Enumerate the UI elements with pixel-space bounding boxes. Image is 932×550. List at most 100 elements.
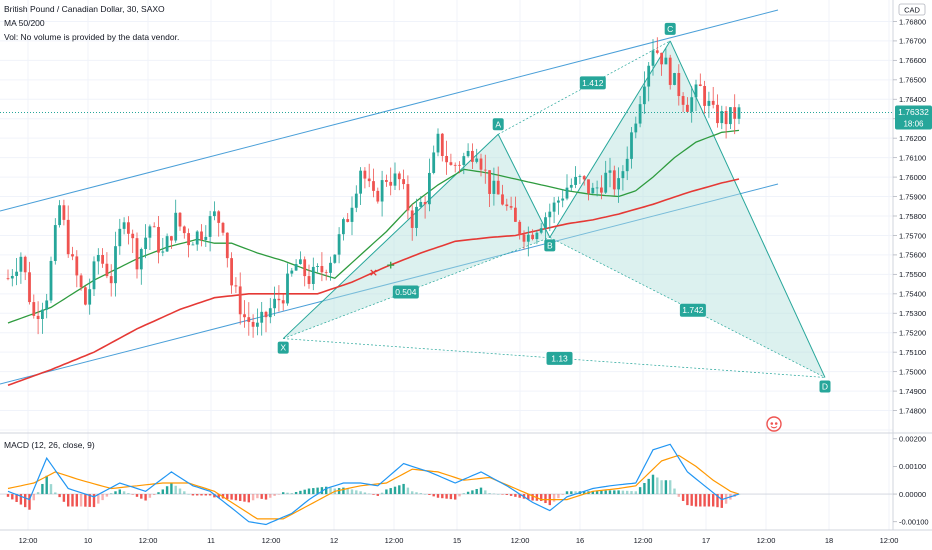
pattern-point-label: D — [822, 381, 828, 391]
volume-legend[interactable]: Vol: No volume is provided by the data v… — [4, 32, 180, 42]
histogram-bar — [269, 494, 272, 498]
histogram-bar — [316, 487, 319, 495]
candle-body — [71, 254, 74, 257]
pattern-bcd-fill — [549, 40, 825, 378]
time-tick-label: 12:00 — [880, 536, 899, 545]
candle-body — [393, 173, 397, 186]
candle-body — [363, 170, 367, 179]
histogram-bar — [157, 492, 160, 495]
candle-body — [32, 302, 36, 316]
histogram-bar — [135, 494, 139, 497]
candle-body — [415, 206, 418, 228]
histogram-bar — [621, 490, 625, 495]
price-tick-label: 1.75900 — [899, 192, 926, 201]
price-tick-label: 1.76400 — [899, 95, 926, 104]
histogram-bar — [716, 494, 719, 508]
histogram-bar — [213, 494, 216, 498]
histogram-bar — [204, 494, 207, 496]
price-tick-label: 1.75500 — [899, 270, 926, 279]
price-tick-label: 1.76100 — [899, 153, 926, 162]
macd-legend[interactable]: MACD (12, 26, close, 9) — [4, 440, 95, 450]
histogram-bar — [230, 494, 233, 500]
candle-body — [729, 107, 732, 125]
histogram-bar — [118, 489, 121, 495]
histogram-bar — [260, 494, 263, 499]
xabcd-pattern[interactable] — [282, 40, 826, 378]
price-tick-label: 1.75000 — [899, 367, 926, 376]
time-tick-label: 12:00 — [262, 536, 281, 545]
histogram-bar — [570, 491, 573, 495]
candle-body — [311, 266, 315, 284]
candle-body — [643, 86, 646, 105]
histogram-bar — [557, 494, 560, 499]
ma-legend[interactable]: MA 50/200 — [4, 18, 45, 28]
histogram-bar — [148, 494, 152, 498]
candle-body — [114, 246, 117, 284]
candle-body — [630, 132, 633, 159]
candle-body — [225, 232, 229, 259]
candle-body — [647, 65, 651, 87]
histogram-bar — [583, 491, 586, 495]
candle-body — [535, 232, 539, 240]
histogram-bar — [398, 485, 401, 495]
histogram-bar — [88, 494, 91, 507]
pattern-point-label: A — [495, 119, 501, 129]
histogram-bar — [256, 494, 259, 499]
candle-body — [698, 84, 702, 86]
histogram-bar — [127, 493, 130, 495]
ratio-label-bg — [392, 285, 419, 299]
macd-axis[interactable]: 0.00200 0.00100 0.00000 -0.00100 — [893, 435, 929, 527]
histogram-bar — [634, 491, 637, 495]
histogram-bar — [415, 492, 418, 495]
candle-body — [385, 180, 388, 182]
price-tick-label: 1.76800 — [899, 17, 926, 26]
current-price-tag: 1.76332 18:06 — [895, 105, 932, 130]
price-tick-label: 1.75400 — [899, 290, 926, 299]
price-axis[interactable]: 1.74800 1.74900 1.75000 1.75100 1.75200 1.753… — [893, 17, 926, 415]
histogram-bar — [153, 494, 156, 495]
candle-body — [84, 287, 87, 305]
candle-body — [466, 150, 470, 157]
macd-histogram — [6, 474, 741, 510]
candle-body — [45, 300, 49, 310]
candle-body — [651, 50, 655, 66]
ratio-label-xb: 0.504 — [392, 285, 419, 299]
symbol-legend[interactable]: British Pound / Canadian Dollar, 30, SAX… — [4, 4, 165, 14]
macd-line — [7, 443, 740, 526]
candle-body — [195, 231, 199, 245]
time-axis[interactable]: 12:00 10 12:00 11 12:00 12 12:00 15 12:00 16 12:00… — [19, 536, 899, 545]
histogram-bar — [492, 493, 496, 495]
histogram-bar — [673, 488, 676, 495]
candle-body — [182, 226, 186, 234]
price-tick-label: 1.76000 — [899, 173, 926, 182]
histogram-bar — [445, 494, 448, 499]
candle-body — [724, 111, 728, 125]
ratio-label-bg — [679, 303, 706, 317]
histogram-bar — [518, 494, 521, 498]
candle-body — [544, 217, 547, 229]
pattern-point-d: D — [819, 380, 831, 393]
histogram-bar — [363, 492, 367, 495]
candles: ×+ — [6, 37, 741, 338]
histogram-bar — [501, 494, 504, 495]
candle-body — [10, 275, 14, 279]
parallel-channel[interactable] — [0, 9, 779, 385]
histogram-bar — [441, 494, 444, 499]
candle-body — [6, 278, 10, 280]
histogram-bar — [144, 494, 147, 501]
candle-body — [131, 233, 135, 239]
candle-body — [152, 226, 156, 228]
candle-body — [333, 254, 337, 263]
pattern-points[interactable]: X A B C D — [277, 22, 831, 393]
candle-body — [376, 190, 380, 202]
candle-body — [79, 275, 83, 288]
candle-body — [514, 207, 517, 222]
candle-body — [320, 265, 324, 273]
histogram-bar — [643, 483, 646, 495]
pattern-ratio-line — [549, 237, 826, 378]
histogram-bar — [479, 487, 483, 495]
candle-body — [144, 237, 147, 250]
histogram-bar — [436, 494, 440, 498]
candle-body — [711, 100, 715, 105]
histogram-bar — [277, 494, 281, 495]
